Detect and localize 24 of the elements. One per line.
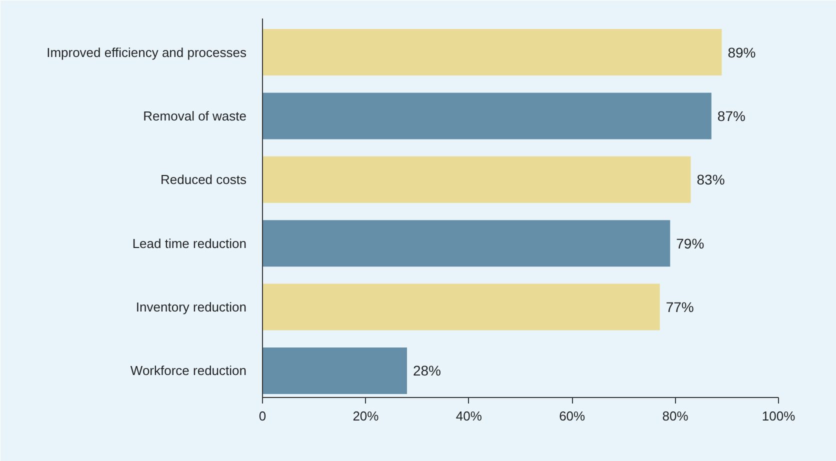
y-tick-label: Workforce reduction <box>130 363 247 378</box>
x-tick-label: 80% <box>662 408 689 424</box>
y-tick-label: Lead time reduction <box>132 236 247 251</box>
y-tick-label: Reduced costs <box>160 172 247 188</box>
y-tick-label: Improved efficiency and processes <box>46 44 247 60</box>
bar <box>262 347 407 394</box>
bar <box>262 92 712 140</box>
bar <box>262 29 722 76</box>
x-tick-label: 60% <box>559 408 586 424</box>
x-tick-label: 0 <box>258 408 266 424</box>
bar <box>262 284 660 330</box>
x-tick-label: 20% <box>352 408 380 424</box>
bar <box>262 156 691 203</box>
y-tick-label: Removal of waste <box>143 108 247 124</box>
data-label: 77% <box>666 299 694 316</box>
data-label: 89% <box>728 44 756 60</box>
data-label: 79% <box>676 235 704 252</box>
data-label: 28% <box>412 362 442 379</box>
data-label: 83% <box>696 172 725 188</box>
x-tick-label: 100% <box>762 408 796 424</box>
bar <box>262 220 670 267</box>
data-label: 87% <box>717 108 746 124</box>
x-tick-label: 40% <box>456 408 482 424</box>
y-tick-label: Inventory reduction <box>136 300 247 315</box>
